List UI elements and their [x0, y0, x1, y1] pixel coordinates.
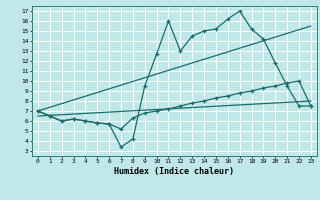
X-axis label: Humidex (Indice chaleur): Humidex (Indice chaleur) [115, 167, 234, 176]
